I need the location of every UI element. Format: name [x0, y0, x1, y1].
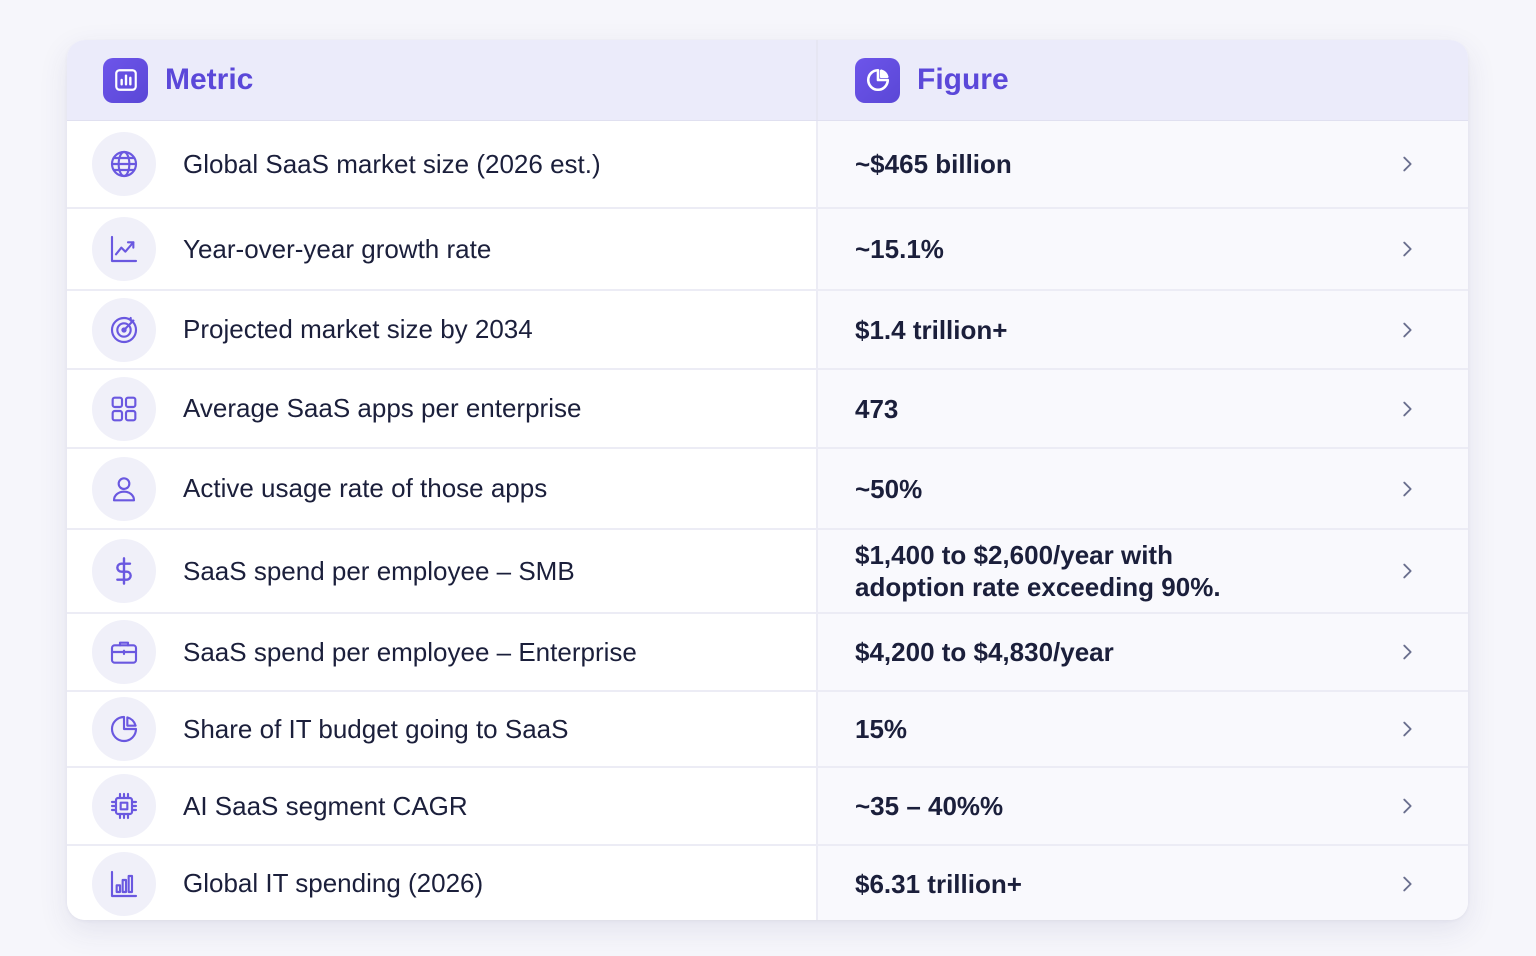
chevron-right-icon[interactable]: [1396, 398, 1418, 420]
trend-line-icon: [92, 217, 156, 281]
figure-value: ~35 – 40%%: [855, 791, 1004, 821]
metric-cell: Share of IT budget going to SaaS: [67, 692, 818, 766]
metric-label: Share of IT budget going to SaaS: [183, 713, 569, 744]
figure-value: $1,400 to $2,600/year with adoption rate…: [855, 540, 1221, 602]
table-row[interactable]: SaaS spend per employee – Enterprise $4,…: [67, 614, 1468, 692]
metric-cell: SaaS spend per employee – Enterprise: [67, 614, 818, 690]
pie-chart-icon: [855, 57, 900, 103]
table-row[interactable]: Year-over-year growth rate ~15.1%: [67, 209, 1468, 291]
target-icon: [92, 297, 156, 362]
table-header: Metric Figure: [67, 40, 1468, 121]
bar-chart-icon: [92, 851, 156, 916]
figure-value: $6.31 trillion+: [855, 868, 1022, 899]
metric-label: Global IT spending (2026): [183, 868, 484, 898]
dollar-icon: [92, 539, 156, 603]
figure-cell: $1,400 to $2,600/year with adoption rate…: [818, 530, 1468, 612]
figure-header-label: Figure: [917, 63, 1009, 96]
metric-column-header: Metric: [67, 40, 818, 120]
figure-cell: ~35 – 40%%: [818, 768, 1468, 844]
chevron-right-icon[interactable]: [1396, 238, 1418, 260]
figure-value: ~15.1%: [855, 234, 944, 264]
figure-cell: $6.31 trillion+: [818, 846, 1468, 920]
metric-cell: Global IT spending (2026): [67, 846, 818, 920]
table-row[interactable]: SaaS spend per employee – SMB $1,400 to …: [67, 530, 1468, 614]
table-row[interactable]: Global IT spending (2026) $6.31 trillion…: [67, 846, 1468, 920]
figure-cell: ~$465 billion: [818, 121, 1468, 207]
pie-chart-icon: [92, 697, 156, 761]
chevron-right-icon[interactable]: [1396, 795, 1418, 817]
chevron-right-icon[interactable]: [1396, 718, 1418, 740]
metric-label: AI SaaS segment CAGR: [183, 790, 468, 821]
table-row[interactable]: Global SaaS market size (2026 est.) ~$46…: [67, 121, 1468, 209]
figure-cell: ~50%: [818, 449, 1468, 528]
bar-chart-icon: [103, 57, 148, 103]
metric-label: Average SaaS apps per enterprise: [183, 393, 582, 423]
figure-cell: 15%: [818, 692, 1468, 766]
figure-value: 15%: [855, 714, 908, 744]
metric-cell: Year-over-year growth rate: [67, 209, 818, 289]
metric-cell: Global SaaS market size (2026 est.): [67, 121, 818, 207]
metric-label: Active usage rate of those apps: [183, 473, 548, 503]
figure-value: $4,200 to $4,830/year: [855, 637, 1114, 667]
table-row[interactable]: Active usage rate of those apps ~50%: [67, 449, 1468, 530]
table-row[interactable]: AI SaaS segment CAGR ~35 – 40%%: [67, 768, 1468, 846]
metric-label: Global SaaS market size (2026 est.): [183, 148, 601, 179]
globe-icon: [92, 132, 156, 196]
table-row[interactable]: Share of IT budget going to SaaS 15%: [67, 692, 1468, 768]
metric-cell: AI SaaS segment CAGR: [67, 768, 818, 844]
metric-cell: SaaS spend per employee – SMB: [67, 530, 818, 612]
chevron-right-icon[interactable]: [1396, 153, 1418, 175]
table-row[interactable]: Average SaaS apps per enterprise 473: [67, 370, 1468, 449]
metric-label: SaaS spend per employee – SMB: [183, 555, 575, 586]
table-row[interactable]: Projected market size by 2034 $1.4 trill…: [67, 291, 1468, 370]
metric-cell: Projected market size by 2034: [67, 291, 818, 368]
user-icon: [92, 456, 156, 521]
chevron-right-icon[interactable]: [1396, 873, 1418, 895]
figure-value: ~$465 billion: [855, 149, 1012, 179]
metric-cell: Average SaaS apps per enterprise: [67, 370, 818, 447]
metric-label: Projected market size by 2034: [183, 314, 533, 344]
figure-cell: $1.4 trillion+: [818, 291, 1468, 368]
chevron-right-icon[interactable]: [1396, 641, 1418, 663]
metric-label: SaaS spend per employee – Enterprise: [183, 636, 637, 667]
chevron-right-icon[interactable]: [1396, 478, 1418, 500]
metrics-table: Metric Figure Global SaaS market size (2…: [67, 40, 1468, 920]
metric-label: Year-over-year growth rate: [183, 233, 492, 264]
chevron-right-icon[interactable]: [1396, 560, 1418, 582]
figure-value: 473: [855, 393, 899, 424]
briefcase-icon: [92, 620, 156, 684]
figure-column-header: Figure: [818, 40, 1468, 120]
figure-value: $1.4 trillion+: [855, 314, 1008, 345]
figure-value: ~50%: [855, 473, 923, 504]
metric-cell: Active usage rate of those apps: [67, 449, 818, 528]
chevron-right-icon[interactable]: [1396, 319, 1418, 341]
figure-cell: ~15.1%: [818, 209, 1468, 289]
apps-grid-icon: [92, 376, 156, 441]
chip-icon: [92, 774, 156, 838]
metric-header-label: Metric: [165, 63, 254, 96]
figure-cell: $4,200 to $4,830/year: [818, 614, 1468, 690]
figure-cell: 473: [818, 370, 1468, 447]
